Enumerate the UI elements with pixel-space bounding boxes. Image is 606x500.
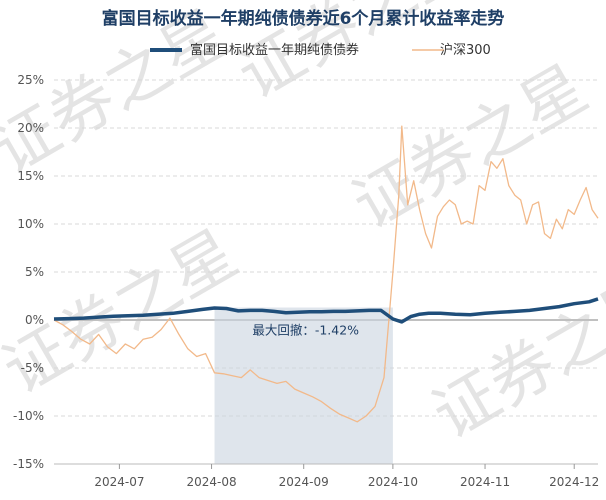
- y-tick-label: 15%: [17, 169, 44, 183]
- chart-title: 富国目标收益一年期纯债债券近6个月累计收益率走势: [102, 8, 505, 29]
- x-tick-label: 2024-07: [94, 475, 144, 489]
- y-tick-label: 0%: [25, 313, 44, 327]
- series-layer: [53, 125, 599, 423]
- max-drawdown-region: [214, 307, 393, 464]
- y-tick-label: 5%: [25, 265, 44, 279]
- y-tick-label: 25%: [17, 73, 44, 87]
- legend-label: 沪深300: [440, 42, 491, 58]
- x-axis: 2024-07 2024-08 2024-09 2024-10 2024-11 2024-…: [54, 463, 599, 489]
- legend-label: 富国目标收益一年期纯债债券: [190, 42, 359, 58]
- x-tick-label: 2024-11: [460, 475, 510, 489]
- watermark: 证券之星: [341, 52, 600, 244]
- legend: 富国目标收益一年期纯债债券 沪深300: [150, 42, 491, 58]
- series-line-csi300: [53, 125, 599, 423]
- x-tick-label: 2024-08: [186, 475, 236, 489]
- y-tick-label: -15%: [13, 457, 44, 471]
- y-axis: 25% 20% 15% 10% 5% 0% -5% -10% -15%: [13, 73, 44, 471]
- max-drawdown-label: 最大回撤：-1.42%: [252, 322, 359, 337]
- x-tick-label: 2024-12: [549, 475, 599, 489]
- y-tick-label: -10%: [13, 409, 44, 423]
- series-line-fund: [53, 297, 599, 324]
- y-tick-label: 20%: [17, 121, 44, 135]
- x-tick-label: 2024-10: [368, 475, 418, 489]
- x-tick-label: 2024-09: [279, 475, 329, 489]
- y-tick-label: 10%: [17, 217, 44, 231]
- watermark: 证券之星: [421, 262, 606, 454]
- y-tick-label: -5%: [21, 361, 44, 375]
